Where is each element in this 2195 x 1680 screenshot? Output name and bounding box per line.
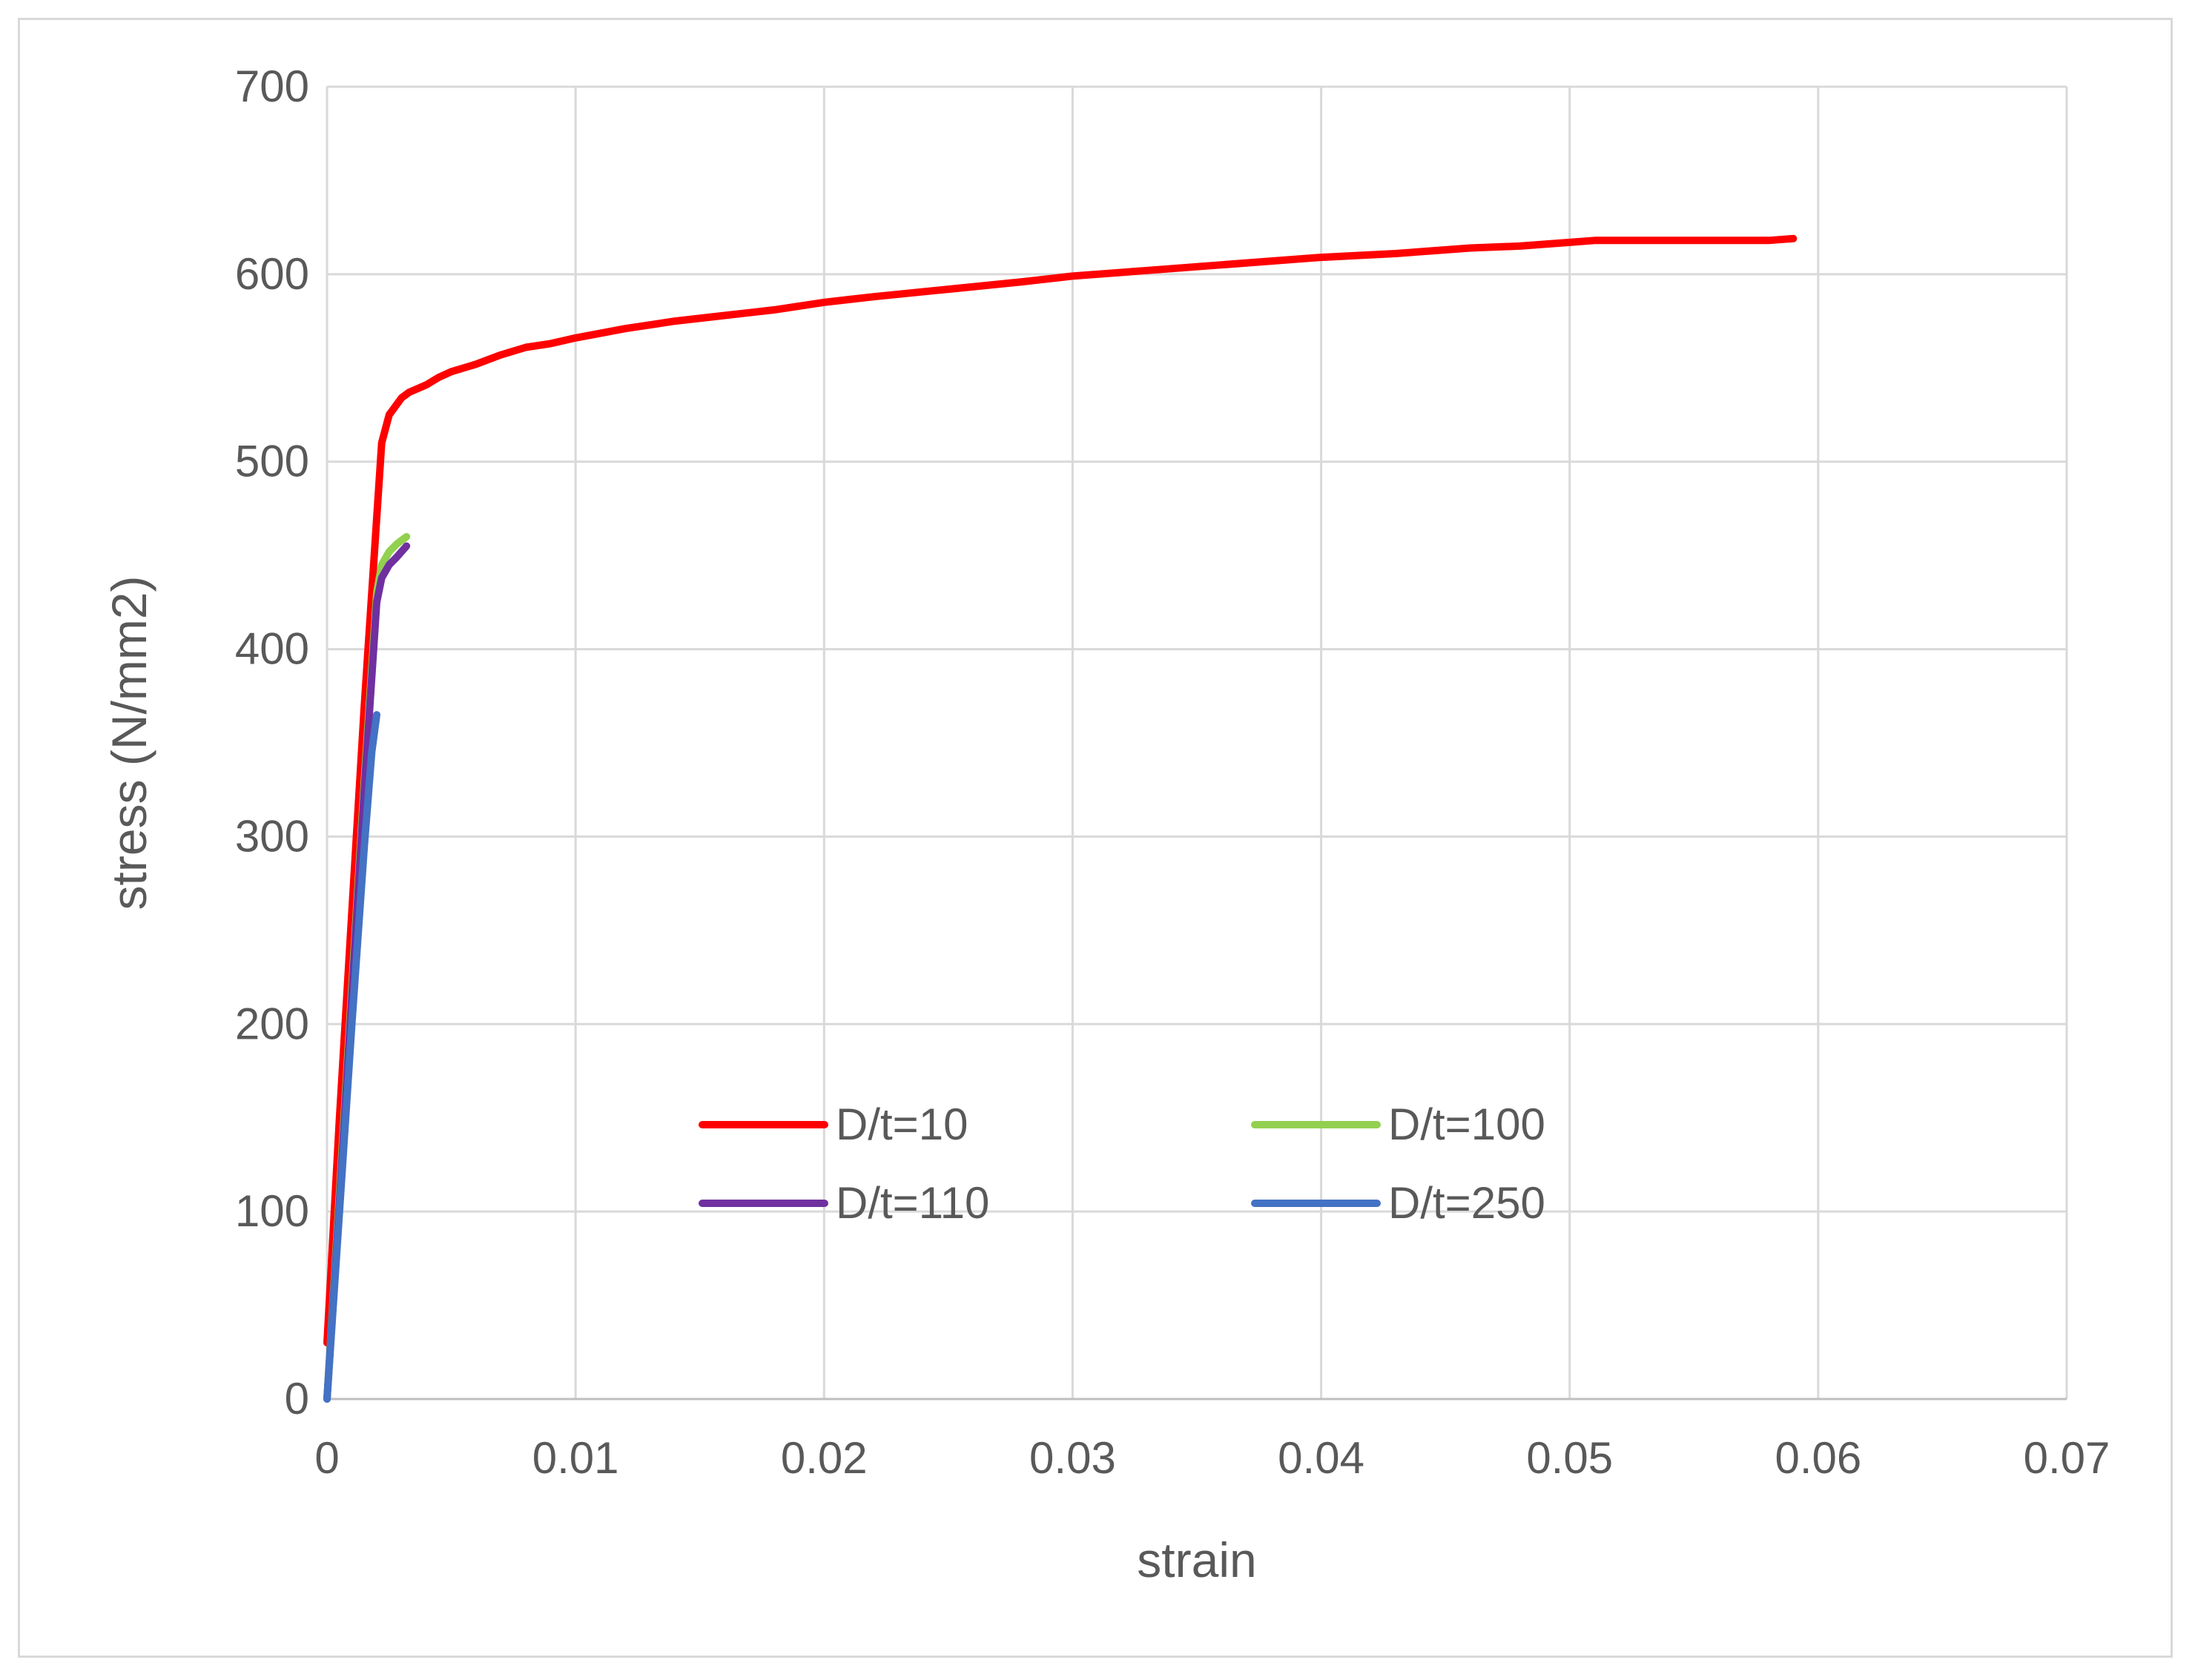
y-tick-label: 400 — [235, 624, 309, 674]
y-tick-label: 0 — [285, 1374, 309, 1423]
series-line-dt250 — [323, 711, 380, 1403]
x-tick-label: 0.03 — [1029, 1433, 1116, 1483]
series-lines — [323, 234, 1798, 1403]
gridlines — [327, 85, 2068, 1399]
legend-label-dt110: D/t=110 — [836, 1178, 989, 1228]
x-axis-title: strain — [1137, 1532, 1256, 1587]
x-tick-label: 0.01 — [532, 1433, 619, 1483]
x-tick-label: 0.05 — [1526, 1433, 1613, 1483]
legend: D/t=10 D/t=100 D/t=110 D/t=250 — [699, 1099, 1545, 1228]
y-tick-label: 500 — [235, 437, 309, 486]
x-tick-label: 0.02 — [781, 1433, 868, 1483]
y-tick-label: 300 — [235, 811, 309, 861]
x-tick-label: 0.07 — [2024, 1433, 2110, 1483]
y-tick-label: 700 — [235, 62, 309, 111]
x-tick-label: 0.04 — [1278, 1433, 1364, 1483]
legend-label-dt100: D/t=100 — [1388, 1099, 1545, 1149]
axes — [326, 87, 2067, 1400]
y-axis-title: stress (N/mm2) — [102, 576, 156, 910]
series-line-dt10 — [323, 234, 1798, 1347]
tick-labels: 0 100 200 300 400 500 600 700 0 0.01 0.02 0.03 0.04 0… — [235, 62, 2110, 1483]
chart-frame: 0 100 200 300 400 500 600 700 0 0.01 0.02 0.03 0.04 0… — [18, 18, 2173, 1658]
stress-strain-chart: 0 100 200 300 400 500 600 700 0 0.01 0.02 0.03 0.04 0… — [102, 62, 2110, 1587]
y-tick-label: 200 — [235, 999, 309, 1048]
legend-label-dt250: D/t=250 — [1388, 1178, 1545, 1228]
x-tick-label: 0.06 — [1775, 1433, 1861, 1483]
legend-label-dt10: D/t=10 — [836, 1099, 968, 1149]
y-tick-label: 600 — [235, 249, 309, 299]
x-tick-label: 0 — [314, 1433, 339, 1483]
y-tick-label: 100 — [235, 1186, 309, 1236]
